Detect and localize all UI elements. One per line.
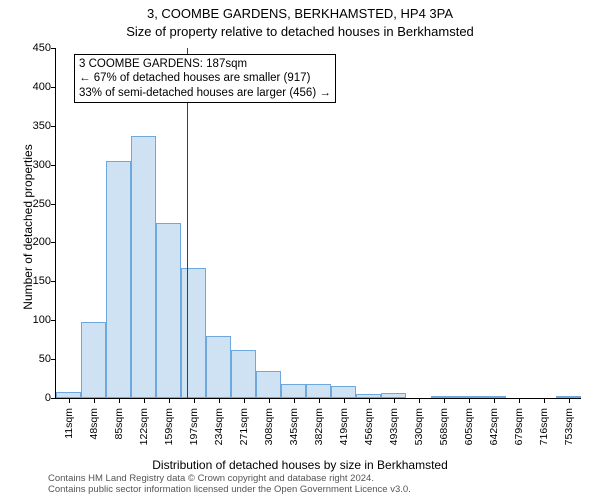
x-tick — [119, 398, 120, 403]
x-tick — [194, 398, 195, 403]
x-tick — [94, 398, 95, 403]
x-tick — [169, 398, 170, 403]
x-tick — [519, 398, 520, 403]
chart-title-line1: 3, COOMBE GARDENS, BERKHAMSTED, HP4 3PA — [0, 6, 600, 21]
y-axis-label: Number of detached properties — [21, 127, 35, 327]
x-tick-label: 85sqm — [113, 408, 125, 440]
x-tick — [219, 398, 220, 403]
x-tick — [469, 398, 470, 403]
x-tick-label: 456sqm — [363, 408, 375, 445]
annotation-line2: ← 67% of detached houses are smaller (91… — [79, 71, 331, 85]
x-tick — [394, 398, 395, 403]
x-tick-label: 753sqm — [563, 408, 575, 445]
x-tick-label: 345sqm — [288, 408, 300, 445]
x-tick — [444, 398, 445, 403]
x-tick-label: 382sqm — [313, 408, 325, 445]
x-tick-label: 271sqm — [238, 408, 250, 445]
x-tick — [344, 398, 345, 403]
x-tick-label: 308sqm — [263, 408, 275, 445]
x-tick-label: 11sqm — [63, 408, 75, 439]
y-tick-label: 200 — [11, 236, 51, 248]
x-tick-label: 197sqm — [188, 408, 200, 445]
chart-container: 3, COOMBE GARDENS, BERKHAMSTED, HP4 3PA … — [0, 0, 600, 500]
x-tick-label: 679sqm — [513, 408, 525, 445]
x-tick-label: 605sqm — [463, 408, 475, 445]
x-tick-label: 419sqm — [338, 408, 350, 445]
annotation-line3: 33% of semi-detached houses are larger (… — [79, 86, 331, 100]
y-tick-label: 0 — [11, 392, 51, 404]
plot-area: 050100150200250300350400450 11sqm48sqm85… — [55, 48, 581, 399]
x-tick — [69, 398, 70, 403]
y-tick-label: 150 — [11, 275, 51, 287]
x-tick — [569, 398, 570, 403]
x-tick-label: 716sqm — [538, 408, 550, 445]
x-tick-label: 493sqm — [388, 408, 400, 445]
y-tick-label: 100 — [11, 314, 51, 326]
x-tick — [144, 398, 145, 403]
y-tick — [51, 398, 56, 399]
y-tick-label: 50 — [11, 353, 51, 365]
x-tick — [369, 398, 370, 403]
footer-line2: Contains public sector information licen… — [48, 485, 592, 496]
x-tick-label: 568sqm — [438, 408, 450, 445]
x-tick — [494, 398, 495, 403]
footer-attribution: Contains HM Land Registry data © Crown c… — [48, 474, 592, 496]
x-tick-label: 642sqm — [488, 408, 500, 445]
x-tick-label: 159sqm — [163, 408, 175, 445]
x-tick-label: 234sqm — [213, 408, 225, 445]
x-tick-label: 530sqm — [413, 408, 425, 445]
reference-layer: 3 COOMBE GARDENS: 187sqm← 67% of detache… — [56, 48, 581, 398]
y-tick-label: 400 — [11, 81, 51, 93]
x-tick — [244, 398, 245, 403]
annotation-line1: 3 COOMBE GARDENS: 187sqm — [79, 57, 331, 71]
x-tick — [294, 398, 295, 403]
y-tick-label: 300 — [11, 159, 51, 171]
x-tick — [544, 398, 545, 403]
x-tick-label: 122sqm — [138, 408, 150, 445]
x-tick — [269, 398, 270, 403]
x-tick — [419, 398, 420, 403]
x-tick — [319, 398, 320, 403]
y-tick-label: 350 — [11, 120, 51, 132]
annotation-box: 3 COOMBE GARDENS: 187sqm← 67% of detache… — [74, 54, 336, 103]
chart-title-line2: Size of property relative to detached ho… — [0, 24, 600, 39]
y-tick-label: 250 — [11, 198, 51, 210]
x-tick-label: 48sqm — [88, 408, 100, 440]
x-axis-label: Distribution of detached houses by size … — [0, 458, 600, 472]
y-tick-label: 450 — [11, 42, 51, 54]
